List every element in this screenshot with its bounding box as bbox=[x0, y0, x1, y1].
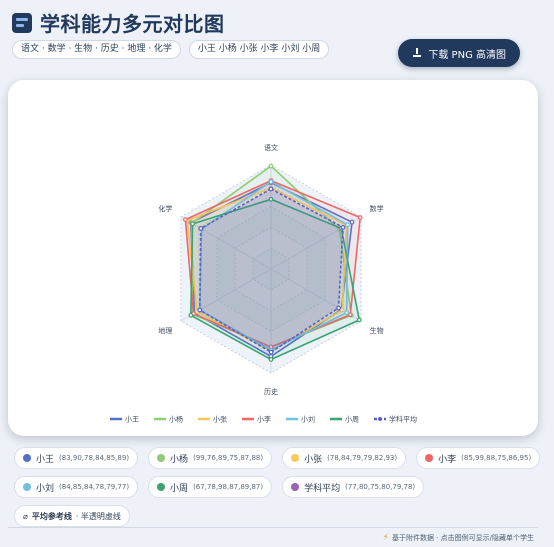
series-name: 小杨 bbox=[170, 454, 189, 465]
series-name: 小王 bbox=[36, 454, 55, 465]
chart-icon bbox=[12, 12, 32, 33]
download-label: 下载 PNG 高清图 bbox=[428, 49, 506, 61]
info-chips: 语文 · 数学 · 生物 · 历史 · 地理 · 化学 小王 小杨 小张 小李 … bbox=[12, 40, 330, 59]
series-values: (84,85,84,78,79,77) bbox=[59, 483, 130, 491]
data-point bbox=[198, 226, 204, 231]
reference-icon: ⌀ bbox=[23, 511, 28, 521]
data-point bbox=[188, 312, 194, 318]
series-list: 小王 (83,90,78,84,85,89) 小杨 (99,76,89,75,87,8… bbox=[14, 447, 544, 534]
data-point bbox=[347, 312, 353, 318]
series-chip[interactable]: 小杨 (99,76,89,75,87,88) bbox=[148, 447, 273, 469]
series-chip[interactable]: 小周 (67,78,98,87,89,87) bbox=[148, 476, 273, 498]
series-color-dot bbox=[157, 454, 166, 462]
series-name: 学科平均 bbox=[304, 483, 341, 494]
axis-line bbox=[180, 216, 272, 270]
series-chip[interactable]: 小刘 (84,85,84,78,79,77) bbox=[14, 476, 139, 498]
series-name: 小周 bbox=[170, 483, 189, 494]
data-point bbox=[344, 310, 350, 316]
axis-label: 生物 bbox=[370, 326, 384, 335]
footer-note: ⚡ 基于附件数据 · 点击图例可显示/隐藏单个学生 bbox=[383, 533, 534, 543]
data-point bbox=[356, 317, 362, 323]
series-chip[interactable]: 小李 (85,99,88,75,86,95) bbox=[416, 447, 541, 469]
data-point bbox=[268, 186, 274, 192]
series-chip[interactable]: 小张 (78,84,79,79,82,93) bbox=[282, 447, 407, 469]
data-point bbox=[268, 357, 274, 362]
data-point bbox=[339, 307, 345, 313]
series-values: (99,76,89,75,87,88) bbox=[193, 454, 264, 462]
series-name: 小张 bbox=[304, 454, 323, 465]
legend-marker bbox=[378, 417, 382, 421]
legend-label: 学科平均 bbox=[389, 415, 417, 424]
axis-label: 历史 bbox=[264, 387, 278, 396]
legend-label: 小杨 bbox=[169, 415, 183, 424]
legend-label: 小王 bbox=[125, 415, 139, 424]
data-point bbox=[340, 224, 346, 230]
data-point bbox=[197, 307, 203, 313]
series-color-dot bbox=[291, 483, 300, 491]
data-point bbox=[268, 163, 274, 169]
header: 学科能力多元对比图 语文 · 数学 · 生物 · 历史 · 地理 · 化学 小王… bbox=[12, 8, 542, 72]
data-point bbox=[268, 179, 274, 185]
chart-card: 语文数学生物历史 地理 化学小王 小杨 小张 小李 小刘 小周 学科平均 bbox=[8, 80, 538, 436]
series-values: (83,90,78,84,85,89) bbox=[59, 454, 130, 462]
data-point bbox=[345, 222, 350, 228]
students-chip: 小王 小杨 小张 小李 小刘 小周 bbox=[188, 40, 330, 59]
reference-note: · 半透明虚线 bbox=[75, 511, 121, 521]
legend-label: 小周 bbox=[345, 415, 359, 424]
axis-label: 数学 bbox=[370, 204, 384, 213]
series-values: (78,84,79,79,82,93) bbox=[327, 454, 398, 462]
series-name: 小刘 bbox=[36, 483, 55, 494]
data-point bbox=[268, 349, 274, 355]
legend-label: 小张 bbox=[213, 415, 227, 424]
axis-label: 化学 bbox=[158, 204, 172, 213]
reference-line-chip: ⌀ 平均参考线 · 半透明虚线 bbox=[14, 505, 130, 527]
series-values: (67,78,98,87,89,87) bbox=[193, 483, 264, 491]
series-color-dot bbox=[23, 483, 31, 491]
axis-label: 语文 bbox=[264, 143, 278, 152]
download-icon bbox=[412, 48, 422, 58]
reference-label: 平均参考线 bbox=[31, 511, 72, 521]
lightning-icon: ⚡ bbox=[382, 533, 389, 543]
series-color-dot bbox=[23, 454, 31, 462]
series-chip[interactable]: 小王 (83,90,78,84,85,89) bbox=[14, 447, 139, 469]
reference-row: ⌀ 平均参考线 · 半透明虚线 bbox=[14, 505, 544, 527]
legend-label: 小李 bbox=[257, 415, 271, 424]
series-name: 小李 bbox=[438, 454, 457, 465]
data-point bbox=[349, 219, 355, 225]
download-png-button[interactable]: 下载 PNG 高清图 bbox=[398, 39, 520, 67]
series-row: 小刘 (84,85,84,78,79,77) 小周 (67,78,98,87,89,8… bbox=[14, 476, 544, 498]
data-point bbox=[183, 217, 188, 223]
series-color-dot bbox=[425, 454, 434, 462]
footer-text: 基于附件数据 · 点击图例可显示/隐藏单个学生 bbox=[391, 534, 534, 542]
subjects-chip: 语文 · 数学 · 生物 · 历史 · 地理 · 化学 bbox=[12, 40, 181, 59]
series-values: (85,99,88,75,86,95) bbox=[461, 454, 532, 462]
series-color-dot bbox=[157, 483, 166, 491]
title-bar: 学科能力多元对比图 bbox=[12, 8, 225, 37]
axis-label: 地理 bbox=[158, 326, 172, 335]
series-values: (77,80,75,80,79,78) bbox=[345, 483, 416, 491]
data-point bbox=[190, 221, 196, 227]
data-point bbox=[336, 305, 341, 311]
page-title: 学科能力多元对比图 bbox=[40, 12, 225, 36]
series-row: 小王 (83,90,78,84,85,89) 小杨 (99,76,89,75,87,8… bbox=[14, 447, 544, 469]
legend-label: 小刘 bbox=[301, 415, 315, 424]
data-point bbox=[357, 215, 363, 220]
footer-divider bbox=[8, 527, 538, 528]
data-point bbox=[268, 196, 274, 202]
series-color-dot bbox=[291, 454, 300, 462]
series-chip[interactable]: 学科平均 (77,80,75,80,79,78) bbox=[282, 476, 425, 498]
